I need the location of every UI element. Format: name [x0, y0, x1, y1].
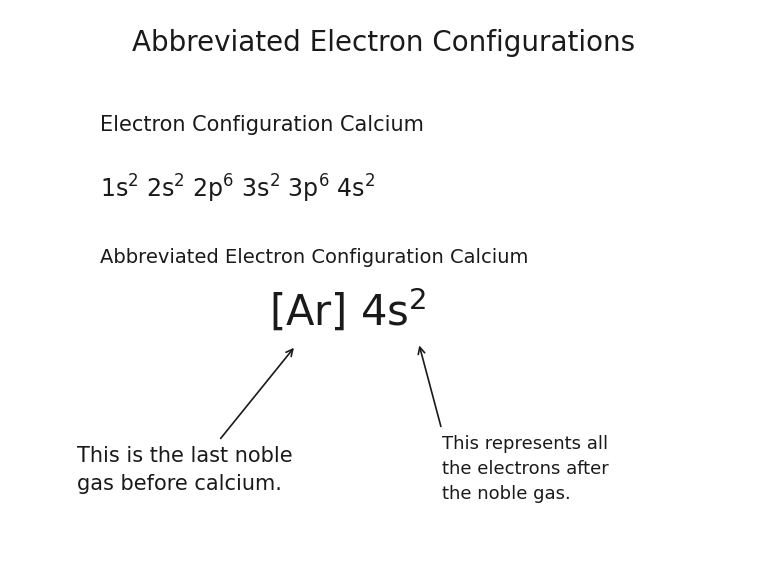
Text: [Ar] 4s$^2$: [Ar] 4s$^2$: [269, 287, 426, 335]
Text: This represents all
the electrons after
the noble gas.: This represents all the electrons after …: [442, 435, 608, 503]
Text: This is the last noble
gas before calcium.: This is the last noble gas before calciu…: [77, 446, 293, 494]
Text: Abbreviated Electron Configurations: Abbreviated Electron Configurations: [132, 29, 636, 57]
Text: 1s$^2$ 2s$^2$ 2p$^6$ 3s$^2$ 3p$^6$ 4s$^2$: 1s$^2$ 2s$^2$ 2p$^6$ 3s$^2$ 3p$^6$ 4s$^2…: [100, 173, 376, 205]
Text: Electron Configuration Calcium: Electron Configuration Calcium: [100, 115, 424, 135]
Text: Abbreviated Electron Configuration Calcium: Abbreviated Electron Configuration Calci…: [100, 248, 528, 267]
